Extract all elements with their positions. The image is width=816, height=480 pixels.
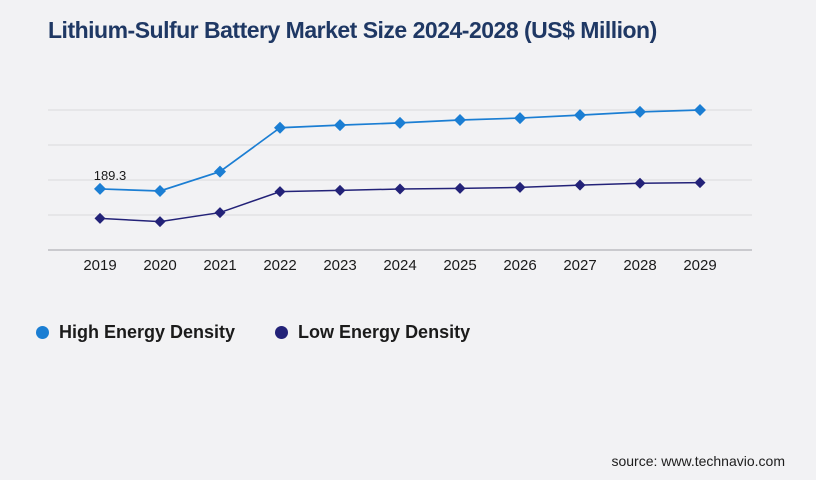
data-point-marker <box>454 114 466 126</box>
x-tick-label: 2021 <box>203 257 236 274</box>
data-point-marker <box>154 184 166 197</box>
data-point-marker <box>694 104 706 116</box>
x-tick-label: 2028 <box>623 257 656 274</box>
data-point-marker <box>634 177 646 189</box>
legend-label-low: Low Energy Density <box>298 322 471 342</box>
legend-marker-high-icon <box>36 326 49 339</box>
x-tick-label: 2020 <box>143 257 176 274</box>
data-point-marker <box>274 121 286 134</box>
data-point-marker <box>514 181 526 193</box>
source-attribution: source: www.technavio.com <box>611 453 785 469</box>
x-tick-label: 2026 <box>503 257 536 274</box>
data-point-marker <box>334 184 346 196</box>
legend-item-high-energy-density[interactable]: High Energy Density <box>36 322 235 343</box>
x-tick-label: 2024 <box>383 257 416 274</box>
data-point-marker <box>94 182 106 195</box>
x-tick-label: 2022 <box>263 257 296 274</box>
x-tick-label: 2025 <box>443 257 476 274</box>
legend-item-low-energy-density[interactable]: Low Energy Density <box>275 322 470 343</box>
data-point-marker <box>634 105 646 118</box>
legend-marker-low-icon <box>275 326 289 339</box>
data-point-marker <box>274 186 286 198</box>
data-point-marker <box>154 216 166 228</box>
chart-svg: 2019 2020 2021 2022 2023 2024 2025 2026 2027 2028… <box>48 104 752 274</box>
data-point-marker <box>514 112 526 125</box>
chart-legend: High Energy Density Low Energy Density <box>36 322 470 343</box>
data-point-marker <box>214 207 226 219</box>
legend-label-high: High Energy Density <box>59 322 236 342</box>
x-tick-label: 2027 <box>563 257 596 274</box>
chart-title: Lithium-Sulfur Battery Market Size 2024-… <box>48 17 657 43</box>
plot-area: 2019 2020 2021 2022 2023 2024 2025 2026 2027 2028… <box>0 95 816 285</box>
data-point-marker <box>574 179 586 191</box>
data-point-marker <box>214 165 226 178</box>
x-tick-label: 2023 <box>323 257 356 274</box>
data-point-label: 189.3 <box>94 168 127 183</box>
data-point-marker <box>394 183 406 195</box>
data-point-marker <box>94 212 106 224</box>
x-tick-label: 2019 <box>83 257 116 274</box>
data-point-marker <box>394 116 406 129</box>
data-point-marker <box>334 119 346 132</box>
data-point-marker <box>454 182 466 194</box>
data-point-marker <box>574 109 586 122</box>
x-tick-label: 2029 <box>683 257 716 274</box>
data-point-marker <box>694 177 706 189</box>
